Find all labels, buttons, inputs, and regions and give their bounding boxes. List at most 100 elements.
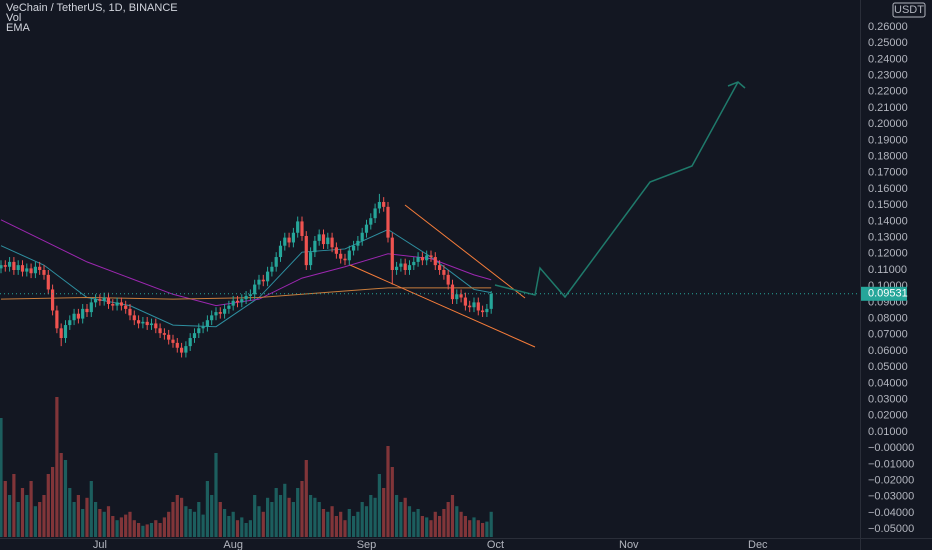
y-tick-label: −0.04000 [868, 507, 914, 519]
candle-body [25, 268, 29, 272]
volume-bar [485, 521, 489, 537]
volume-bar [308, 495, 313, 537]
volume-bar [231, 511, 235, 537]
volume-bar [253, 495, 257, 537]
y-tick-label: 0.24000 [868, 53, 908, 65]
volume-bar [321, 509, 326, 537]
candle-body [356, 240, 360, 246]
candle-body [373, 208, 377, 219]
candle-body [330, 237, 334, 248]
volume-bar [145, 524, 149, 537]
candle-body [433, 257, 437, 266]
volume-bar [171, 502, 175, 537]
projection-path [494, 81, 739, 299]
y-tick-label: 0.12000 [868, 248, 908, 260]
volume-bar [420, 516, 424, 537]
volume-bar [124, 514, 128, 537]
volume-bar [205, 481, 209, 537]
volume-bar [98, 509, 102, 537]
candle-body [145, 321, 149, 326]
candle-body [360, 232, 364, 241]
candle-body [274, 257, 278, 267]
candle-body [291, 232, 295, 243]
volume-bar [330, 506, 334, 537]
candle-body [106, 297, 111, 305]
candle-body [205, 320, 209, 327]
candle-body [339, 253, 343, 259]
y-tick-label: 0.23000 [868, 70, 908, 82]
candle-body [261, 279, 265, 282]
volume-bar [12, 474, 16, 537]
y-tick-label: 0.26000 [868, 21, 908, 33]
candle-body [141, 321, 145, 324]
volume-bar [0, 418, 3, 537]
candle-body [188, 338, 192, 347]
volume-bar [68, 488, 72, 537]
candle-body [377, 201, 381, 209]
candle-body [81, 308, 85, 319]
volume-bar [480, 523, 485, 537]
candle-body [450, 284, 455, 300]
volume-bar [248, 520, 252, 537]
x-tick-label: Sep [357, 539, 377, 550]
volume-bar [197, 502, 201, 537]
volume-bar [20, 488, 25, 537]
candle-body [334, 247, 338, 254]
candle-body [0, 265, 3, 269]
volume-bar [106, 506, 111, 537]
volume-bar [278, 495, 283, 537]
unit-box[interactable] [892, 2, 926, 18]
volume-bar [403, 497, 407, 537]
vol-legend: Vol [6, 12, 21, 24]
candle-body [38, 266, 42, 270]
y-tick-label: 0.13000 [868, 232, 908, 244]
candle-body [46, 274, 50, 290]
volume-bar [132, 520, 136, 537]
volume-bar [489, 511, 493, 537]
volume-bar [399, 502, 403, 537]
y-tick-label: 0.06000 [868, 345, 908, 357]
volume-bar [7, 495, 12, 537]
volume-bar [63, 460, 68, 537]
candle-body [12, 261, 16, 270]
volume-bar [240, 517, 244, 537]
volume-bar [270, 502, 274, 537]
volume-bar [472, 517, 476, 537]
candle-body [218, 312, 222, 314]
candle-body [412, 261, 416, 266]
volume-bar [128, 511, 132, 537]
candle-body [459, 294, 463, 298]
volume-bar [433, 511, 437, 537]
candle-body [240, 299, 244, 303]
volume-bar [304, 460, 308, 537]
volume-bar [3, 481, 7, 537]
candle-body [463, 297, 467, 306]
volume-bar [476, 520, 480, 537]
volume-bar [463, 516, 467, 537]
volume-bar [201, 514, 205, 537]
candle-body [429, 255, 433, 258]
volume-bar [214, 453, 218, 537]
candle-body [416, 257, 420, 262]
candle-body [407, 265, 412, 270]
candle-body [248, 294, 252, 296]
volume-bar [158, 523, 162, 537]
candle-body [214, 312, 218, 316]
candle-body [390, 237, 394, 270]
candle-body [351, 245, 356, 251]
candle-body [128, 308, 132, 316]
volume-bar [38, 502, 42, 537]
unit-label[interactable]: USDT [894, 4, 924, 16]
last-price-box [861, 286, 907, 301]
volume-bar [343, 520, 347, 537]
candle-body [369, 218, 373, 225]
symbol-title: VeChain / TetherUS, 1D, BINANCE [6, 2, 178, 14]
candle-body [235, 300, 240, 303]
volume-bar [46, 474, 50, 537]
volume-bar [188, 509, 192, 537]
last-price-label: 0.09531 [868, 288, 908, 300]
volume-bar [455, 506, 459, 537]
volume-bar [162, 517, 166, 537]
candle-body [50, 289, 55, 311]
candle-body [175, 342, 179, 348]
